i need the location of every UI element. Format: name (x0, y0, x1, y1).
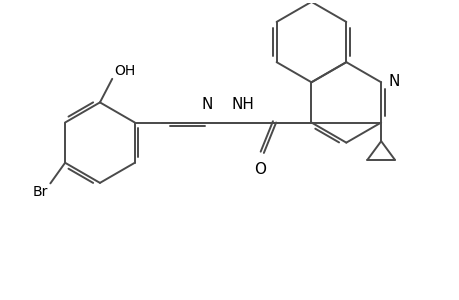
Text: Br: Br (33, 185, 48, 199)
Text: NH: NH (231, 97, 254, 112)
Text: N: N (202, 97, 213, 112)
Text: N: N (387, 74, 398, 89)
Text: O: O (253, 162, 265, 177)
Text: OH: OH (114, 64, 135, 78)
